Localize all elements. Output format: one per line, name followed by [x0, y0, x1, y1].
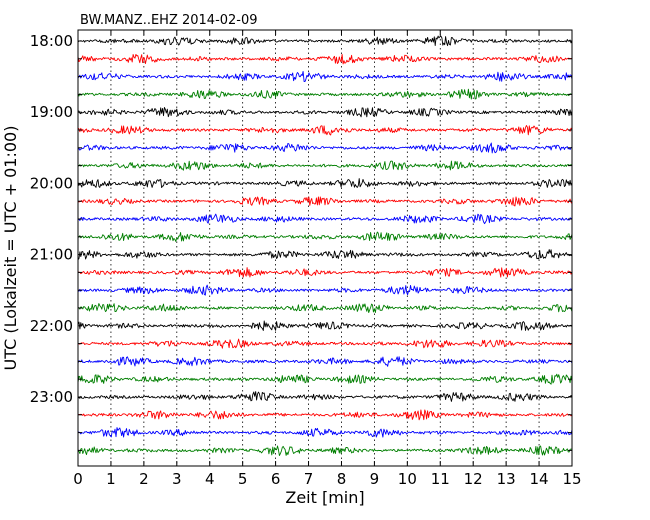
x-axis-label: Zeit [min]: [285, 488, 364, 507]
x-tick-label: 0: [73, 470, 83, 488]
seismogram-trace: [77, 196, 573, 207]
x-tick-label: 13: [497, 470, 516, 488]
seismogram-trace: [77, 284, 573, 296]
seismogram-trace: [77, 409, 573, 421]
seismogram-trace: [77, 35, 573, 47]
x-tick-label: 3: [172, 470, 182, 488]
seismogram-trace: [77, 107, 573, 118]
x-tick-label: 7: [304, 470, 314, 488]
grid-lines: [110, 30, 540, 466]
seismogram-trace: [77, 338, 573, 349]
x-tick-label: 12: [464, 470, 483, 488]
plot-frame: [77, 29, 573, 467]
y-tick-label: 21:00: [30, 246, 73, 264]
seismogram-trace: [77, 249, 573, 260]
seismogram-trace: [77, 445, 573, 457]
x-axis-ticks: 0 1 2 3 4 5 6 7 8 9 10 11 12 13 14 15: [73, 30, 582, 488]
seismogram-trace: [77, 142, 573, 154]
seismogram-trace: [77, 267, 573, 278]
x-tick-label: 10: [398, 470, 417, 488]
seismogram-trace: [78, 303, 573, 314]
seismogram-trace: [77, 356, 573, 367]
y-tick-label: 22:00: [30, 317, 73, 335]
x-tick-label: 5: [238, 470, 248, 488]
seismogram-trace: [77, 88, 573, 100]
x-tick-label: 9: [370, 470, 380, 488]
seismogram-trace: [77, 373, 573, 385]
y-tick-label: 18:00: [30, 32, 73, 50]
seismogram-trace: [77, 213, 573, 225]
seismogram-traces: [77, 35, 573, 457]
seismogram-trace: [77, 178, 573, 189]
y-axis-ticks: 18:00 19:00 20:00 21:00 22:00 23:00: [30, 32, 572, 451]
y-axis-label: UTC (Lokalzeit = UTC + 01:00): [1, 126, 20, 371]
x-tick-label: 6: [271, 470, 281, 488]
seismogram-trace: [77, 125, 573, 136]
seismogram-trace: [77, 427, 573, 438]
x-tick-label: 2: [139, 470, 149, 488]
y-tick-label: 23:00: [30, 388, 73, 406]
seismogram-trace: [77, 53, 573, 65]
seismogram-trace: [77, 70, 573, 83]
x-tick-label: 8: [337, 470, 347, 488]
chart-title: BW.MANZ..EHZ 2014-02-09: [80, 13, 258, 28]
seismogram-trace: [77, 160, 573, 171]
y-tick-label: 20:00: [30, 174, 73, 192]
x-tick-label: 11: [431, 470, 450, 488]
x-tick-label: 14: [530, 470, 549, 488]
x-tick-label: 1: [106, 470, 116, 488]
seismogram-trace: [77, 391, 573, 402]
x-tick-label: 15: [562, 470, 581, 488]
x-tick-label: 4: [205, 470, 215, 488]
y-tick-label: 19:00: [30, 103, 73, 121]
seismogram-trace: [77, 231, 573, 242]
seismogram-trace: [77, 320, 573, 331]
